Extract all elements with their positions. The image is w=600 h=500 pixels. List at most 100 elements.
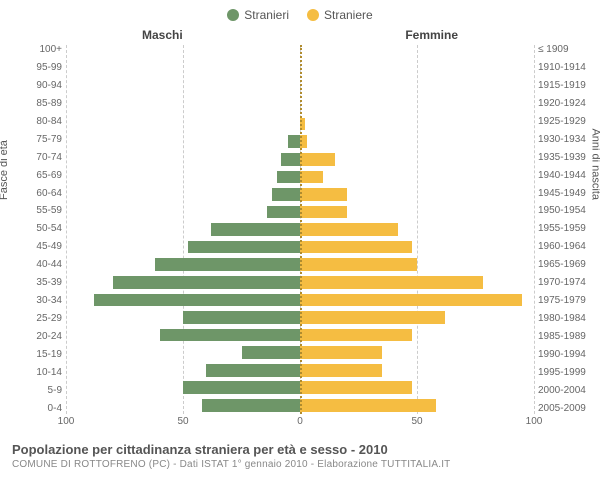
y-tick-right: 1960-1964	[538, 241, 588, 252]
bar-male	[188, 241, 300, 254]
y-tick-left: 65-69	[12, 170, 62, 181]
y-tick-left: 30-34	[12, 295, 62, 306]
y-tick-right: 1955-1959	[538, 223, 588, 234]
bar-female	[300, 399, 436, 412]
bar-female	[300, 329, 412, 342]
x-axis: 10050050100	[66, 414, 534, 434]
y-axis-left: 100+ 95-99 90-94 85-89 80-84 75-79 70-74 65-69 6…	[12, 44, 66, 414]
y-tick-left: 20-24	[12, 331, 62, 342]
bar-male	[183, 311, 300, 324]
bar-female	[300, 364, 382, 377]
bar-female	[300, 206, 347, 219]
y-tick-right: ≤ 1909	[538, 44, 588, 55]
bar-female	[300, 276, 483, 289]
bar-male	[206, 364, 300, 377]
y-tick-left: 70-74	[12, 152, 62, 163]
x-tick: 50	[177, 416, 188, 427]
chart-footer: Popolazione per cittadinanza straniera p…	[12, 442, 588, 470]
x-tick: 0	[297, 416, 303, 427]
y-tick-left: 80-84	[12, 116, 62, 127]
plot-area	[66, 44, 534, 414]
bar-male	[288, 135, 300, 148]
grid-line	[534, 45, 535, 414]
legend-label-female: Straniere	[324, 8, 373, 22]
y-tick-left: 90-94	[12, 80, 62, 91]
bar-male	[272, 188, 300, 201]
chart-title: Popolazione per cittadinanza straniera p…	[12, 442, 588, 457]
y-tick-right: 2005-2009	[538, 403, 588, 414]
bar-male	[183, 381, 300, 394]
y-tick-right: 1975-1979	[538, 295, 588, 306]
x-tick: 50	[411, 416, 422, 427]
y-axis-right: ≤ 1909 1910-1914 1915-1919 1920-1924 1925-19…	[534, 44, 588, 414]
plot-row: 100+ 95-99 90-94 85-89 80-84 75-79 70-74 65-69 6…	[12, 44, 588, 414]
center-line	[300, 45, 302, 414]
y-tick-left: 100+	[12, 44, 62, 55]
y-tick-right: 1915-1919	[538, 80, 588, 91]
bar-female	[300, 381, 412, 394]
bar-female	[300, 311, 445, 324]
bar-female	[300, 294, 522, 307]
column-header-female: Femmine	[405, 28, 458, 42]
y-tick-left: 60-64	[12, 188, 62, 199]
y-tick-left: 15-19	[12, 349, 62, 360]
bar-female	[300, 258, 417, 271]
column-headers: Maschi Femmine	[12, 28, 588, 44]
y-tick-right: 1985-1989	[538, 331, 588, 342]
y-tick-right: 1940-1944	[538, 170, 588, 181]
chart-subtitle: COMUNE DI ROTTOFRENO (PC) - Dati ISTAT 1…	[12, 459, 588, 470]
y-tick-right: 1995-1999	[538, 367, 588, 378]
legend-swatch-female	[307, 9, 319, 21]
y-tick-right: 1980-1984	[538, 313, 588, 324]
y-tick-right: 1910-1914	[538, 62, 588, 73]
bar-male	[267, 206, 300, 219]
bar-male	[160, 329, 300, 342]
bar-female	[300, 346, 382, 359]
y-tick-right: 1965-1969	[538, 259, 588, 270]
column-header-male: Maschi	[142, 28, 183, 42]
y-tick-left: 5-9	[12, 385, 62, 396]
bar-female	[300, 171, 323, 184]
y-axis-title-left: Fasce di età	[0, 140, 10, 200]
y-tick-left: 35-39	[12, 277, 62, 288]
bar-male	[113, 276, 300, 289]
y-tick-left: 55-59	[12, 205, 62, 216]
y-tick-right: 1930-1934	[538, 134, 588, 145]
bar-male	[211, 223, 300, 236]
y-tick-right: 1945-1949	[538, 188, 588, 199]
y-tick-right: 1925-1929	[538, 116, 588, 127]
bar-male	[281, 153, 300, 166]
y-tick-left: 95-99	[12, 62, 62, 73]
bar-female	[300, 241, 412, 254]
y-axis-title-right: Anni di nascita	[590, 128, 600, 200]
x-tick: 100	[526, 416, 543, 427]
legend: Stranieri Straniere	[12, 8, 588, 22]
y-tick-right: 2000-2004	[538, 385, 588, 396]
y-tick-left: 10-14	[12, 367, 62, 378]
bar-female	[300, 188, 347, 201]
y-tick-left: 25-29	[12, 313, 62, 324]
bar-female	[300, 153, 335, 166]
legend-item-female: Straniere	[307, 8, 373, 22]
bar-male	[155, 258, 300, 271]
legend-item-male: Stranieri	[227, 8, 289, 22]
bar-male	[242, 346, 301, 359]
y-tick-left: 40-44	[12, 259, 62, 270]
y-tick-right: 1950-1954	[538, 205, 588, 216]
y-tick-left: 85-89	[12, 98, 62, 109]
y-tick-right: 1970-1974	[538, 277, 588, 288]
y-tick-left: 0-4	[12, 403, 62, 414]
y-tick-left: 50-54	[12, 223, 62, 234]
x-tick: 100	[58, 416, 75, 427]
bar-male	[277, 171, 300, 184]
y-tick-right: 1990-1994	[538, 349, 588, 360]
bar-male	[202, 399, 300, 412]
y-tick-right: 1920-1924	[538, 98, 588, 109]
legend-label-male: Stranieri	[244, 8, 289, 22]
y-tick-left: 45-49	[12, 241, 62, 252]
bar-male	[94, 294, 300, 307]
bar-female	[300, 223, 398, 236]
y-tick-left: 75-79	[12, 134, 62, 145]
y-tick-right: 1935-1939	[538, 152, 588, 163]
pyramid-chart: Stranieri Straniere Maschi Femmine Fasce…	[0, 0, 600, 500]
